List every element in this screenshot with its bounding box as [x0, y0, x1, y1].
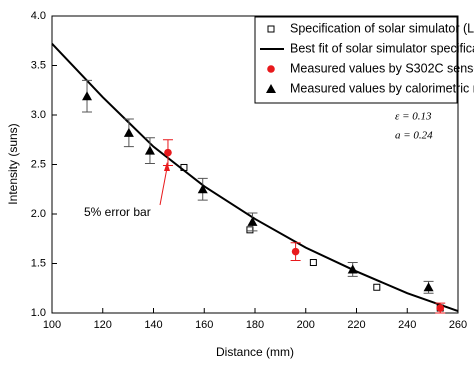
x-tick-label: 240	[398, 319, 416, 331]
point	[247, 216, 258, 226]
y-tick-label: 3.5	[31, 59, 46, 71]
x-tick-label: 100	[43, 319, 61, 331]
point	[309, 259, 317, 267]
legend-label: Specification of solar simulator (LCS-10…	[290, 21, 474, 35]
arrow	[159, 167, 168, 206]
y-axis-label: Intensity (suns)	[6, 123, 20, 204]
x-tick-label: 180	[246, 319, 264, 331]
point	[197, 184, 208, 194]
point	[291, 247, 300, 256]
y-tick-label: 4.0	[31, 10, 46, 22]
y-tick-label: 3.0	[31, 109, 46, 121]
point	[123, 127, 134, 137]
legend-swatch	[266, 84, 276, 93]
x-tick-label: 120	[94, 319, 112, 331]
legend-label: Best fit of solar simulator specificatio…	[290, 41, 474, 55]
arrow-head	[164, 162, 170, 171]
x-axis-label: Distance (mm)	[216, 345, 294, 359]
x-tick-label: 220	[347, 319, 365, 331]
legend-label: Measured values by S302C sensor	[290, 61, 474, 75]
legend-swatch	[267, 65, 275, 73]
x-tick-label: 140	[144, 319, 162, 331]
annotation: ε = 0.13	[395, 111, 432, 123]
y-tick-label: 1.0	[31, 307, 46, 319]
point	[373, 283, 381, 291]
y-tick-label: 2.0	[31, 208, 46, 220]
legend-label: Measured values by calorimetric method	[290, 81, 474, 95]
point	[82, 91, 93, 101]
legend-box	[254, 16, 458, 104]
y-tick-label: 2.5	[31, 158, 46, 170]
x-tick-label: 200	[297, 319, 315, 331]
x-tick-label: 160	[195, 319, 213, 331]
y-tick-label: 1.5	[31, 257, 46, 269]
point	[423, 282, 434, 292]
legend-swatch	[267, 25, 275, 33]
annotation: 5% error bar	[84, 205, 151, 219]
annotation: a = 0.24	[395, 130, 433, 142]
point	[347, 264, 358, 274]
point	[144, 145, 155, 155]
fit-line	[51, 43, 459, 312]
x-tick-label: 260	[449, 319, 467, 331]
point	[164, 148, 172, 157]
point	[436, 304, 445, 312]
